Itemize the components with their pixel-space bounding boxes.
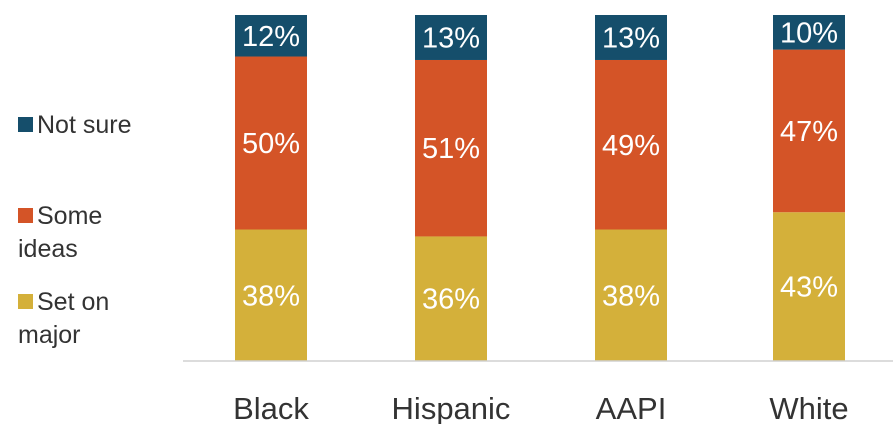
bars: 38% 50% 12% 36% 51% 13% 38% 49% 13% 43% 47% 10% <box>235 15 845 361</box>
category-label-hispanic: Hispanic <box>392 391 511 424</box>
bar-aapi-set-on-major <box>595 229 667 361</box>
bar-aapi-not-sure <box>595 15 667 60</box>
legend-swatch-set-on-major <box>18 294 33 309</box>
data-label-white-not-sure: 10% <box>780 17 838 49</box>
data-label-white-set-on-major: 43% <box>780 272 838 304</box>
data-label-aapi-not-sure: 13% <box>602 22 660 54</box>
bar-aapi-some-ideas <box>595 59 667 230</box>
category-label-aapi: AAPI <box>596 391 667 424</box>
data-label-hispanic-not-sure: 13% <box>422 22 480 54</box>
bar-hispanic-some-ideas <box>415 59 487 237</box>
category-label-black: Black <box>233 391 309 424</box>
data-label-hispanic-set-on-major: 36% <box>422 284 480 316</box>
bar-hispanic-set-on-major <box>415 236 487 361</box>
legend-label-not-sure: Not sure <box>37 111 131 139</box>
legend-swatch-not-sure <box>18 117 33 132</box>
legend-label-set-on-major: Set on major <box>18 288 109 349</box>
bar-white-some-ideas <box>773 49 845 213</box>
bar-white-set-on-major <box>773 212 845 361</box>
data-label-aapi-some-ideas: 49% <box>602 130 660 162</box>
bar-hispanic-not-sure <box>415 15 487 60</box>
data-label-hispanic-some-ideas: 51% <box>422 133 480 165</box>
data-label-white-some-ideas: 47% <box>780 116 838 148</box>
data-label-black-not-sure: 12% <box>242 21 300 53</box>
bar-black-not-sure <box>235 15 307 57</box>
bar-black-some-ideas <box>235 56 307 230</box>
data-label-black-set-on-major: 38% <box>242 280 300 312</box>
bar-white-not-sure <box>773 15 845 50</box>
legend-label-some-ideas: Some ideas <box>18 202 102 263</box>
legend: Not sure Some ideas Set on major <box>18 111 131 349</box>
category-label-white: White <box>769 391 848 424</box>
data-label-black-some-ideas: 50% <box>242 128 300 160</box>
data-label-aapi-set-on-major: 38% <box>602 280 660 312</box>
legend-swatch-some-ideas <box>18 208 33 223</box>
bar-black-set-on-major <box>235 229 307 361</box>
category-labels: Black Hispanic AAPI White <box>233 391 849 424</box>
